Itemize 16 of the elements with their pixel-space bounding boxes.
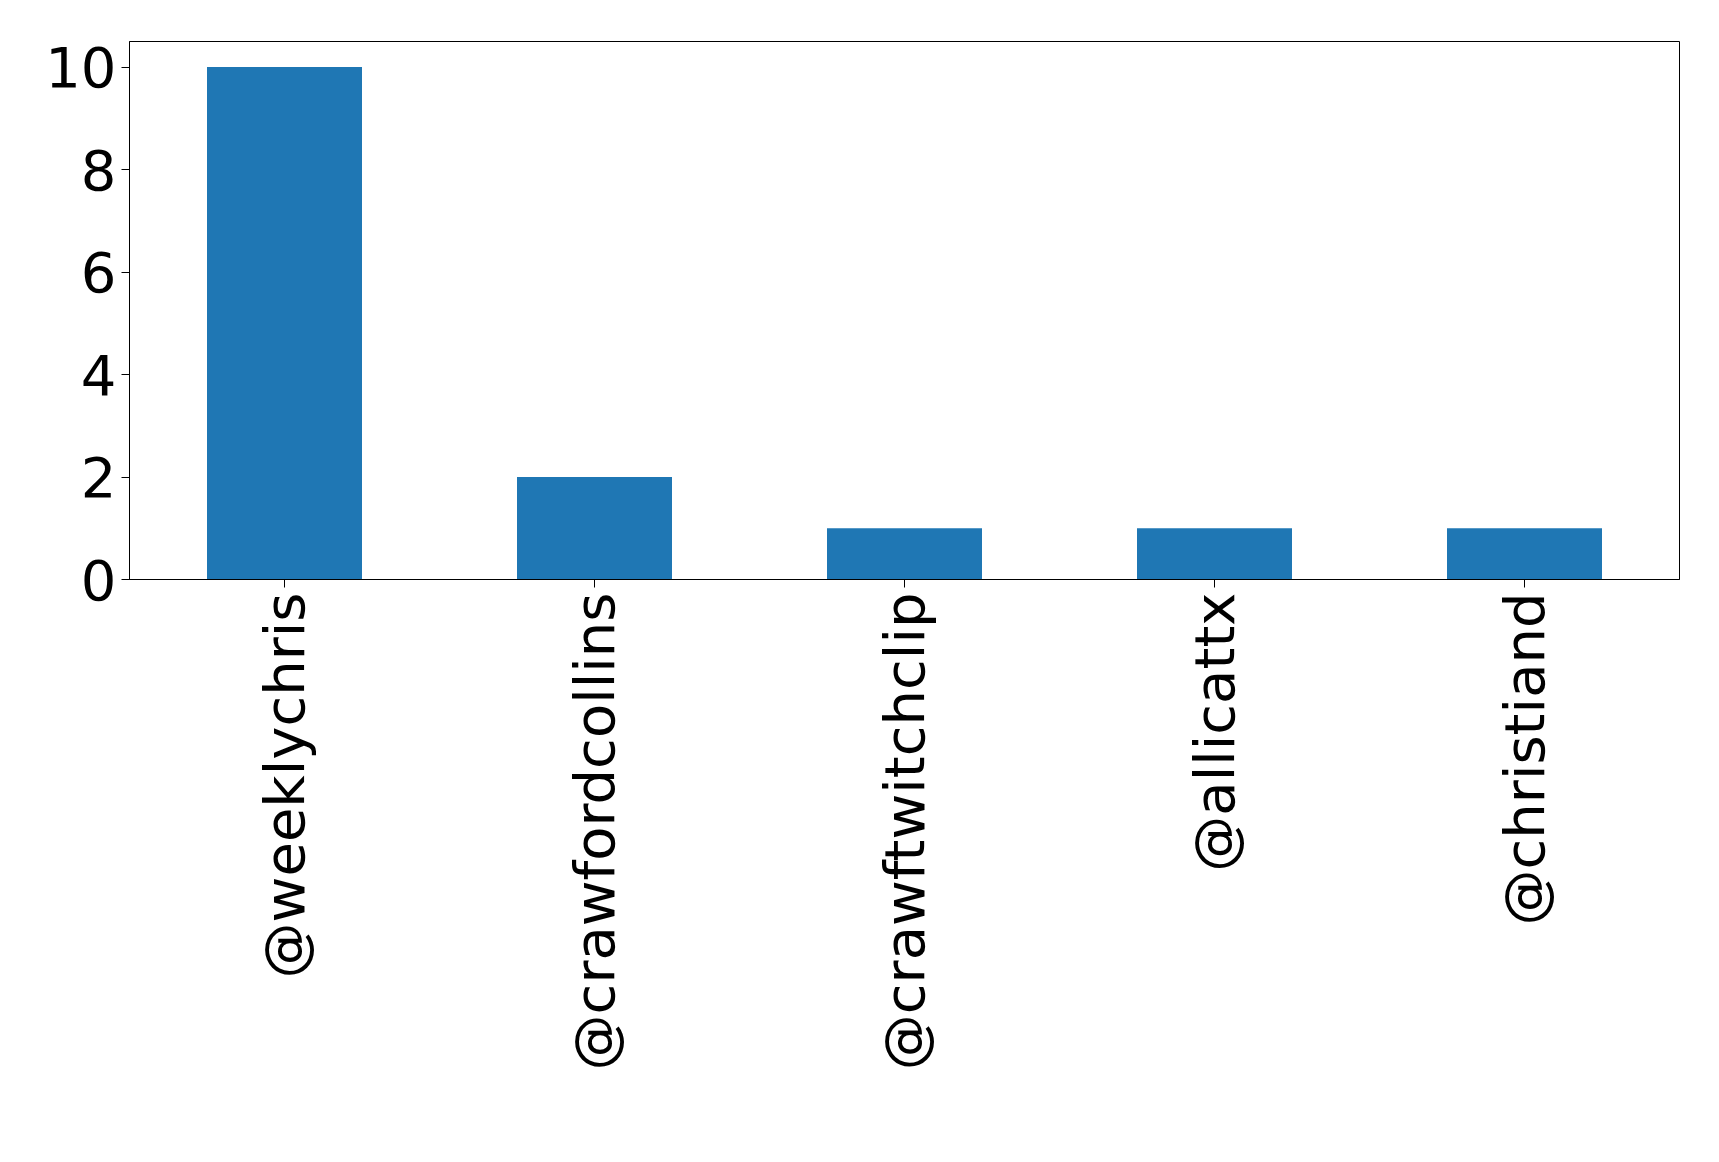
x-tick-label: @crawftwitchclip (872, 592, 937, 1071)
y-tick-label: 2 (80, 445, 117, 511)
x-tick-label: @weeklychris (252, 592, 317, 979)
y-tick-label: 0 (80, 547, 117, 613)
x-tick-label: @crawfordcollins (562, 592, 627, 1071)
x-tick-label: @christiand (1492, 592, 1557, 926)
bar (1447, 528, 1602, 580)
y-tick-label: 4 (80, 342, 117, 408)
bar (1137, 528, 1292, 580)
y-tick-label: 8 (80, 137, 117, 203)
y-tick-label: 10 (45, 35, 117, 101)
y-tick-label: 6 (80, 240, 117, 306)
bar (827, 528, 982, 580)
x-tick-label: @allicattx (1182, 592, 1247, 872)
bar (207, 67, 362, 580)
bar (517, 477, 672, 580)
